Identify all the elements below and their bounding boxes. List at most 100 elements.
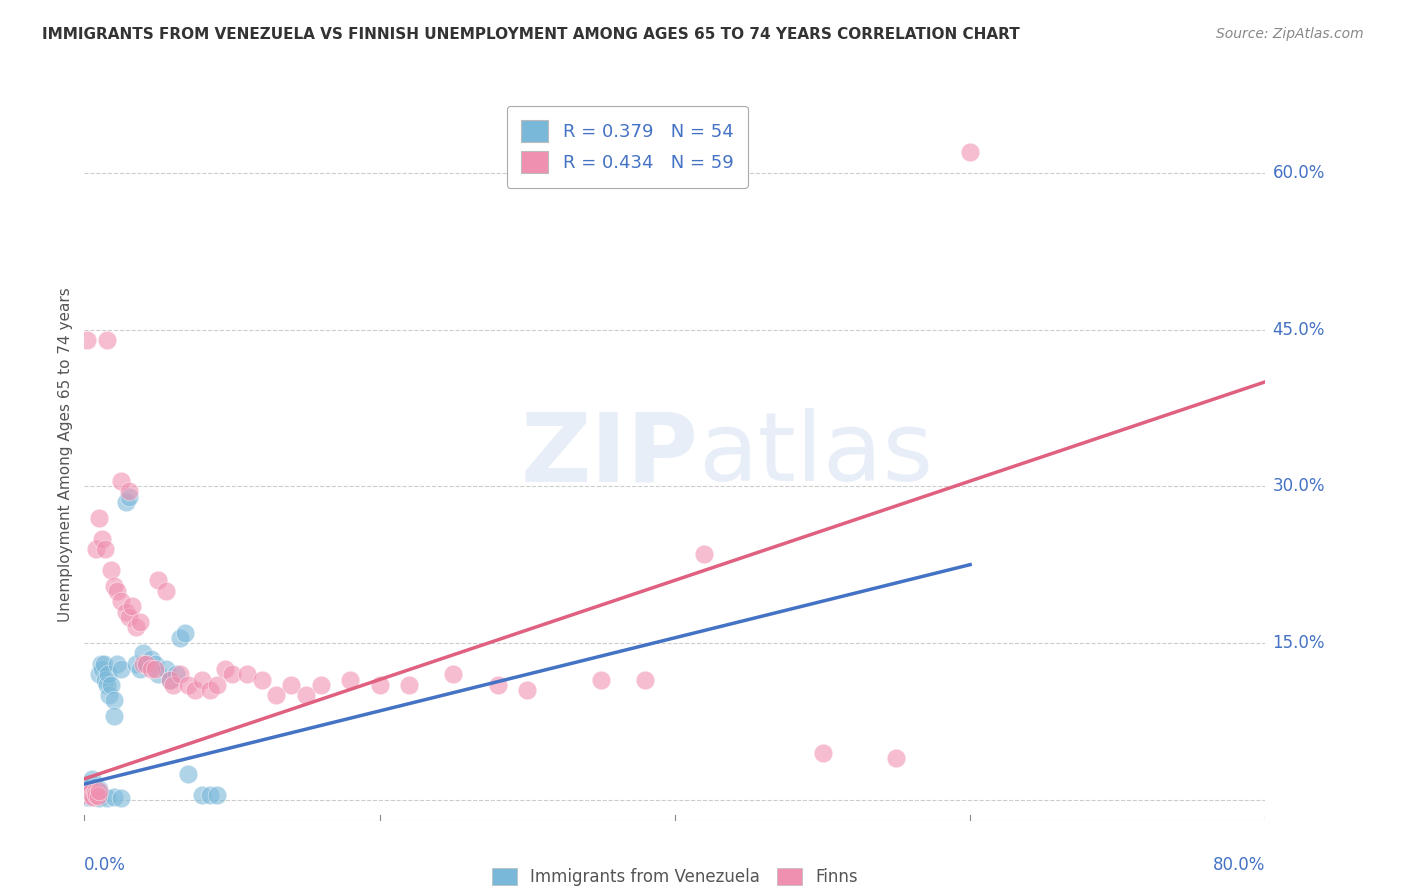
Point [82,777,104,791]
Point [486,678,509,692]
Legend: Immigrants from Venezuela, Finns: Immigrants from Venezuela, Finns [485,862,865,892]
Point [184,683,207,698]
Point [77,782,100,797]
Point [114,605,136,619]
Point [87,784,111,798]
Point [162,678,184,692]
Point [79,787,101,801]
Point [221,667,243,681]
Text: 60.0%: 60.0% [1272,164,1324,182]
Point [129,662,152,676]
Point [105,657,128,671]
Point [76,333,98,347]
Point [886,751,908,765]
Point [86,789,108,803]
Point [87,510,111,524]
Point [165,667,187,681]
Point [94,541,117,556]
Point [118,610,141,624]
Point [80,772,103,786]
Point [155,662,177,676]
Point [103,709,125,723]
Point [77,784,100,798]
Point [235,667,259,681]
Point [80,788,103,802]
Point [97,667,120,681]
Point [129,615,152,629]
Point [93,657,115,671]
Point [295,688,318,702]
Point [118,484,141,499]
Point [125,657,148,671]
Point [591,673,613,687]
Point [91,532,114,546]
Point [264,688,288,702]
Point [205,788,228,802]
Point [121,599,143,614]
Text: 80.0%: 80.0% [1213,856,1265,874]
Point [169,667,191,681]
Point [132,657,155,671]
Point [83,780,105,795]
Point [441,667,464,681]
Point [75,788,97,802]
Point [94,673,117,687]
Point [100,563,122,577]
Y-axis label: Unemployment Among Ages 65 to 74 years: Unemployment Among Ages 65 to 74 years [58,287,73,623]
Point [110,594,132,608]
Point [91,662,114,676]
Point [84,788,107,802]
Point [76,789,98,804]
Point [125,620,148,634]
Point [634,673,657,687]
Point [83,784,105,798]
Text: IMMIGRANTS FROM VENEZUELA VS FINNISH UNEMPLOYMENT AMONG AGES 65 TO 74 YEARS CORR: IMMIGRANTS FROM VENEZUELA VS FINNISH UNE… [42,27,1019,42]
Point [143,657,166,671]
Point [159,673,181,687]
Point [339,673,361,687]
Point [135,657,157,671]
Point [205,678,228,692]
Point [368,678,391,692]
Point [250,673,273,687]
Point [143,662,166,676]
Point [103,693,125,707]
Point [398,678,420,692]
Point [139,662,162,676]
Point [214,662,236,676]
Text: ZIP: ZIP [520,409,699,501]
Point [80,789,103,803]
Point [516,683,538,698]
Point [118,490,141,504]
Point [84,782,107,797]
Point [811,746,834,760]
Point [132,647,155,661]
Point [177,678,200,692]
Point [87,782,111,797]
Point [87,790,111,805]
Point [191,673,214,687]
Point [84,541,107,556]
Point [83,785,105,799]
Text: 0.0%: 0.0% [84,856,127,874]
Point [79,785,101,799]
Point [90,657,112,671]
Point [77,777,100,791]
Point [159,673,181,687]
Text: 30.0%: 30.0% [1272,477,1324,495]
Point [169,631,191,645]
Point [177,766,200,780]
Point [82,789,104,804]
Point [280,678,302,692]
Point [198,683,221,698]
Text: 15.0%: 15.0% [1272,634,1324,652]
Point [87,667,111,681]
Point [693,547,716,561]
Point [87,788,111,802]
Point [114,495,136,509]
Point [148,667,170,681]
Point [79,789,101,804]
Point [96,678,118,692]
Point [191,788,214,802]
Point [82,782,104,797]
